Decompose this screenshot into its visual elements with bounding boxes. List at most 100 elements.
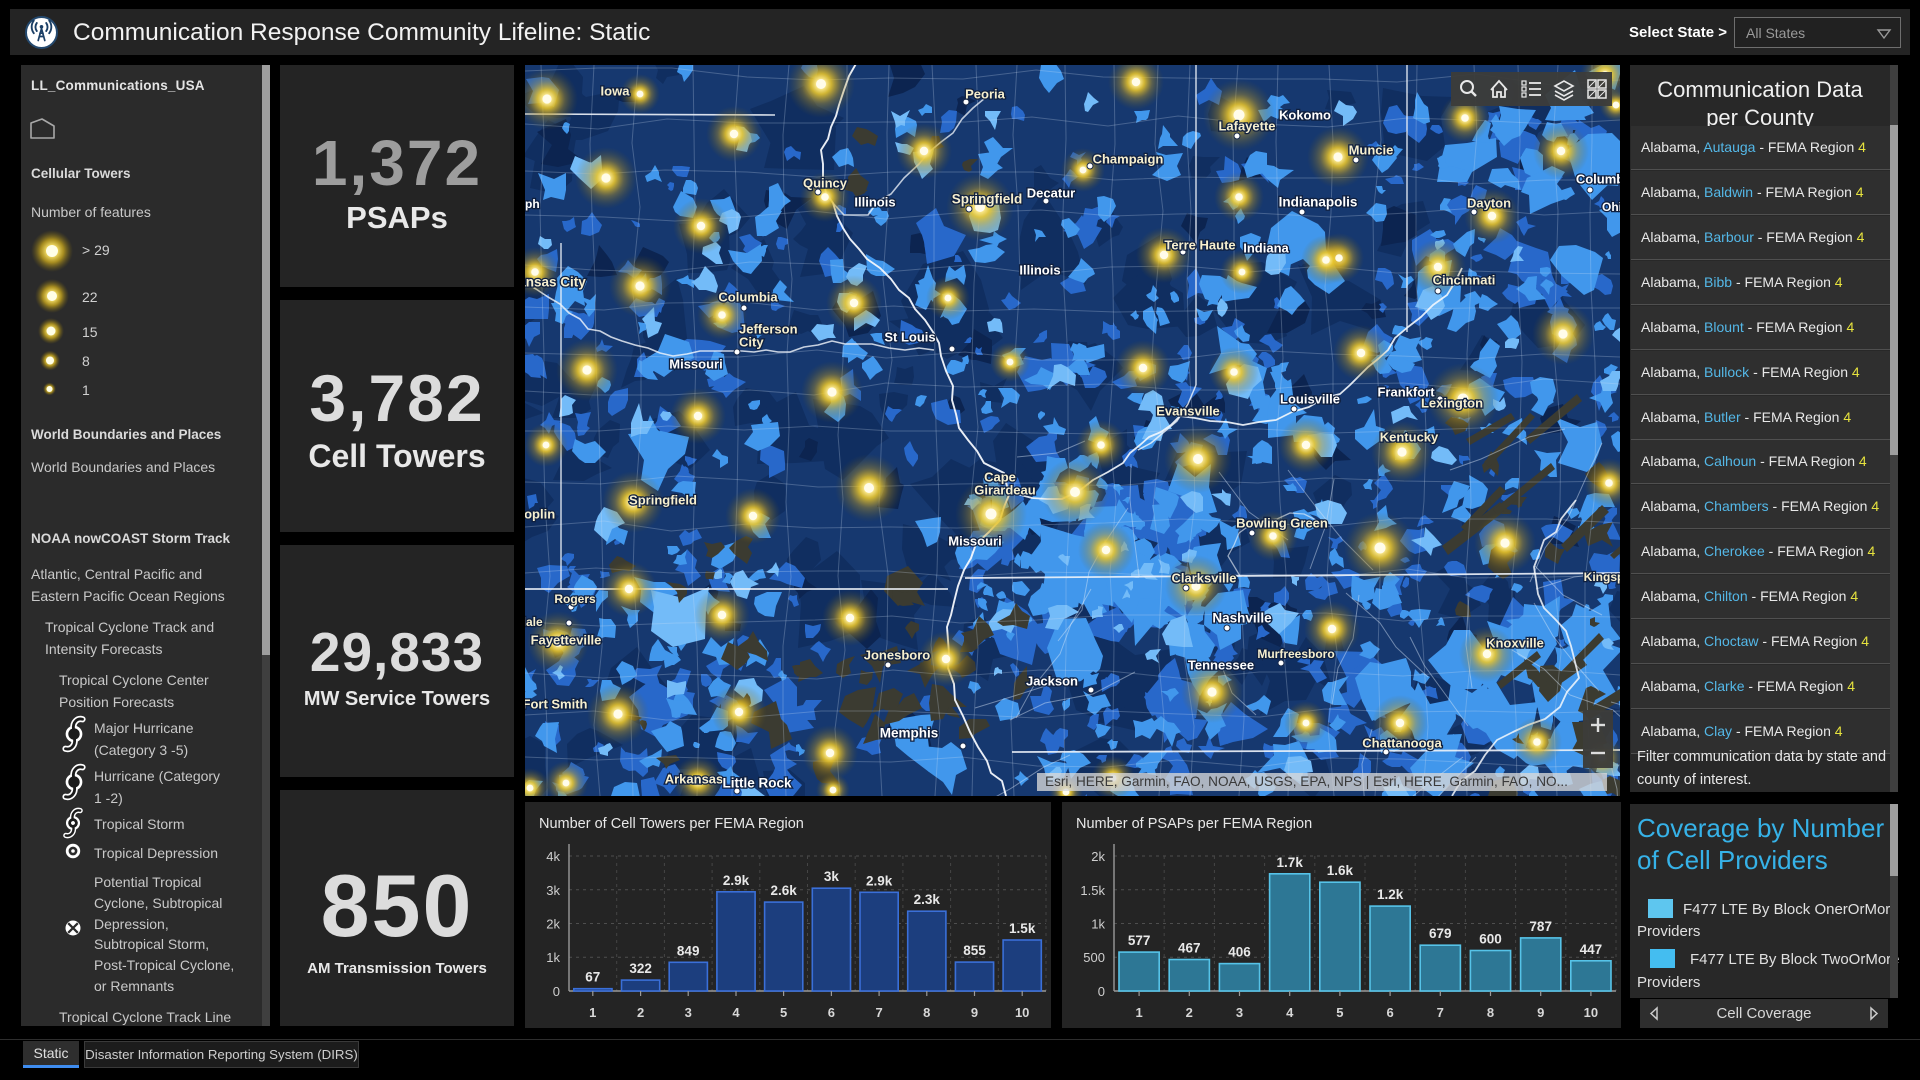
svg-text:0: 0 — [1098, 984, 1105, 999]
svg-text:Kingsp: Kingsp — [1584, 570, 1620, 584]
svg-text:Missouri: Missouri — [669, 356, 722, 371]
svg-text:Tennessee: Tennessee — [1188, 657, 1254, 672]
svg-text:1k: 1k — [1091, 917, 1105, 932]
svg-text:Ohi: Ohi — [1602, 200, 1620, 214]
svg-text:849: 849 — [677, 943, 700, 958]
svg-text:4: 4 — [732, 1005, 740, 1020]
svg-text:Jefferson: Jefferson — [739, 321, 798, 336]
svg-text:10: 10 — [1584, 1005, 1598, 1020]
svg-text:Number of PSAPs per FEMA Regio: Number of PSAPs per FEMA Region — [1076, 816, 1312, 832]
svg-text:Number of Cell Towers per FEMA: Number of Cell Towers per FEMA Region — [539, 816, 804, 832]
svg-text:Illinois: Illinois — [1019, 262, 1060, 277]
svg-text:787: 787 — [1529, 919, 1552, 934]
svg-text:Little Rock: Little Rock — [722, 776, 792, 791]
svg-text:Springfield: Springfield — [952, 192, 1023, 207]
svg-text:2.6k: 2.6k — [770, 883, 797, 898]
svg-text:1.2k: 1.2k — [1377, 887, 1404, 902]
svg-text:Esri, HERE, Garmin, FAO, NOAA,: Esri, HERE, Garmin, FAO, NOAA, USGS, EPA… — [1045, 774, 1568, 789]
svg-text:2.9k: 2.9k — [723, 873, 750, 888]
svg-text:Louisville: Louisville — [1280, 391, 1340, 406]
svg-text:Clarksville: Clarksville — [1171, 570, 1236, 585]
svg-text:Lexington: Lexington — [1421, 395, 1483, 410]
svg-text:Kentucky: Kentucky — [1380, 429, 1439, 444]
svg-text:1k: 1k — [546, 950, 560, 965]
svg-text:467: 467 — [1178, 941, 1201, 956]
svg-text:Columbia: Columbia — [718, 289, 778, 304]
svg-text:Jackson: Jackson — [1026, 673, 1078, 688]
svg-text:Columbu: Columbu — [1576, 171, 1620, 186]
svg-text:0: 0 — [553, 984, 560, 999]
svg-text:447: 447 — [1580, 942, 1603, 957]
svg-text:Iowa: Iowa — [601, 83, 631, 98]
svg-text:Murfreesboro: Murfreesboro — [1257, 647, 1334, 661]
svg-text:3: 3 — [1236, 1005, 1243, 1020]
svg-text:Dayton: Dayton — [1467, 195, 1511, 210]
svg-text:Cincinnati: Cincinnati — [1433, 272, 1496, 287]
svg-text:577: 577 — [1128, 933, 1151, 948]
svg-text:2k: 2k — [1091, 849, 1105, 864]
svg-text:67: 67 — [585, 970, 600, 985]
svg-text:9: 9 — [971, 1005, 978, 1020]
svg-text:4k: 4k — [546, 849, 560, 864]
svg-text:8: 8 — [923, 1005, 930, 1020]
svg-text:Jonesboro: Jonesboro — [864, 647, 931, 662]
svg-text:St Louis: St Louis — [884, 329, 935, 344]
svg-text:3k: 3k — [824, 869, 840, 884]
svg-text:10: 10 — [1015, 1005, 1029, 1020]
svg-text:Frankfort: Frankfort — [1377, 384, 1435, 399]
svg-text:Memphis: Memphis — [880, 726, 939, 741]
svg-text:Lafayette: Lafayette — [1218, 118, 1275, 133]
svg-text:Missouri: Missouri — [948, 533, 1001, 548]
svg-text:Nashville: Nashville — [1212, 611, 1272, 626]
svg-text:Chattanooga: Chattanooga — [1362, 735, 1442, 750]
svg-text:7: 7 — [1437, 1005, 1444, 1020]
svg-text:Muncie: Muncie — [1349, 142, 1394, 157]
svg-text:4: 4 — [1286, 1005, 1294, 1020]
svg-text:Peoria: Peoria — [965, 86, 1006, 101]
svg-text:Bowling Green: Bowling Green — [1236, 515, 1328, 530]
svg-text:Terre Haute: Terre Haute — [1164, 237, 1235, 252]
svg-text:2k: 2k — [546, 917, 560, 932]
svg-text:322: 322 — [629, 961, 652, 976]
svg-text:Champaign: Champaign — [1093, 151, 1164, 166]
svg-text:2.9k: 2.9k — [866, 873, 893, 888]
svg-text:2: 2 — [637, 1005, 644, 1020]
svg-text:Girardeau: Girardeau — [974, 482, 1035, 497]
svg-text:Illinois: Illinois — [854, 194, 895, 209]
svg-text:ansas City: ansas City — [525, 275, 586, 290]
svg-text:855: 855 — [963, 943, 986, 958]
svg-text:7: 7 — [875, 1005, 882, 1020]
svg-text:8: 8 — [1487, 1005, 1494, 1020]
svg-text:Joplin: Joplin — [525, 506, 555, 521]
svg-text:9: 9 — [1537, 1005, 1544, 1020]
svg-text:Springfield: Springfield — [629, 492, 697, 507]
svg-text:2: 2 — [1186, 1005, 1193, 1020]
svg-text:Decatur: Decatur — [1027, 185, 1075, 200]
svg-text:6: 6 — [1386, 1005, 1393, 1020]
svg-text:1.7k: 1.7k — [1277, 855, 1304, 870]
svg-text:Indiana: Indiana — [1243, 240, 1289, 255]
svg-text:Quincy: Quincy — [803, 175, 848, 190]
svg-text:1.5k: 1.5k — [1009, 921, 1036, 936]
svg-text:5: 5 — [1336, 1005, 1343, 1020]
svg-text:5: 5 — [780, 1005, 787, 1020]
svg-text:679: 679 — [1429, 926, 1452, 941]
svg-text:Evansville: Evansville — [1156, 403, 1220, 418]
svg-text:600: 600 — [1479, 932, 1502, 947]
svg-text:Indianapolis: Indianapolis — [1279, 195, 1358, 210]
svg-text:Fayetteville: Fayetteville — [531, 632, 602, 647]
svg-text:1: 1 — [589, 1005, 596, 1020]
svg-text:gdale: gdale — [525, 615, 543, 629]
svg-text:406: 406 — [1228, 945, 1251, 960]
svg-text:Rogers: Rogers — [554, 592, 596, 606]
svg-text:Kokomo: Kokomo — [1279, 107, 1331, 122]
svg-text:3k: 3k — [546, 883, 560, 898]
svg-text:Fort Smith: Fort Smith — [525, 696, 588, 711]
svg-text:eph: eph — [525, 197, 540, 211]
svg-text:6: 6 — [828, 1005, 835, 1020]
svg-text:1.6k: 1.6k — [1327, 863, 1354, 878]
svg-text:3: 3 — [685, 1005, 692, 1020]
svg-text:1: 1 — [1135, 1005, 1142, 1020]
svg-text:City: City — [739, 334, 764, 349]
svg-text:Cape: Cape — [984, 469, 1016, 484]
